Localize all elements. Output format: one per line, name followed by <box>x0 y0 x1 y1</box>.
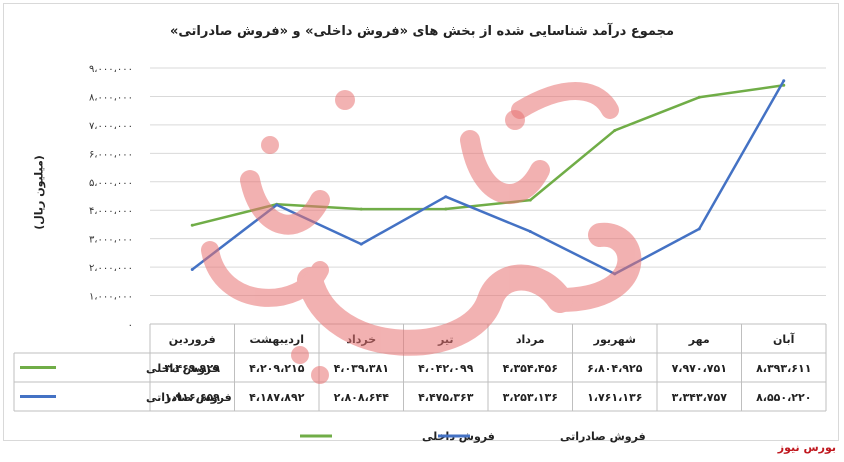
table-series-name: فروش داخلی <box>146 362 219 375</box>
table-series-name: فروش صادراتی <box>146 391 232 404</box>
data-point <box>613 272 617 276</box>
legend-label: فروش صادراتی <box>560 430 646 443</box>
table-value-label: ۴،۲۰۹،۲۱۵ <box>249 362 305 375</box>
data-point <box>697 95 701 99</box>
table-value-label: ۷،۹۷۰،۷۵۱ <box>672 362 727 375</box>
x-category-label: آبان <box>773 332 795 346</box>
y-tick-label: ۵،۰۰۰،۰۰۰ <box>89 178 133 189</box>
data-point <box>444 195 448 199</box>
y-tick-label: ۴،۰۰۰،۰۰۰ <box>89 206 133 217</box>
table-value-label: ۸،۵۵۰،۲۲۰ <box>756 391 811 404</box>
table-value-label: ۴،۴۷۵،۳۶۳ <box>418 391 474 404</box>
y-tick-label: ۹،۰۰۰،۰۰۰ <box>89 64 133 75</box>
data-point <box>190 223 194 227</box>
x-category-label: اردیبهشت <box>250 333 304 346</box>
series-line <box>191 80 785 276</box>
data-point <box>782 79 786 83</box>
x-category-label: مرداد <box>516 333 545 346</box>
table-value-label: ۴،۰۴۲،۰۹۹ <box>418 362 474 375</box>
table-value-label: ۶،۸۰۴،۹۲۵ <box>587 362 643 375</box>
y-tick-label: ۶،۰۰۰،۰۰۰ <box>89 149 133 160</box>
table-value-label: ۴،۱۸۷،۸۹۲ <box>249 391 305 404</box>
x-category-label: فروردین <box>169 333 216 346</box>
data-point <box>528 229 532 233</box>
data-point <box>359 207 363 211</box>
chart-title: مجموع درآمد شناسایی شده از بخش های «فروش… <box>169 24 675 39</box>
y-tick-label: ۰ <box>128 320 133 331</box>
y-tick-label: ۸،۰۰۰،۰۰۰ <box>89 92 133 103</box>
brand-label: بورس نیوز <box>777 441 836 454</box>
y-tick-label: ۲،۰۰۰،۰۰۰ <box>89 263 133 274</box>
data-point <box>528 198 532 202</box>
y-tick-label: ۳،۰۰۰،۰۰۰ <box>89 235 133 246</box>
table-value-label: ۱،۷۶۱،۱۳۶ <box>587 391 642 404</box>
series-line <box>191 84 784 227</box>
x-category-label: تیر <box>437 333 453 346</box>
data-point <box>697 227 701 231</box>
table-value-label: ۳،۲۵۳،۱۳۶ <box>503 391 558 404</box>
x-category-label: شهریور <box>593 333 636 346</box>
table-value-label: ۸،۳۹۳،۶۱۱ <box>756 362 811 375</box>
table-value-label: ۳،۴۶۹،۹۲۹ <box>165 362 221 375</box>
data-point <box>190 267 194 271</box>
x-category-label: خرداد <box>346 333 376 346</box>
table-value-label: ۱،۹۱۶،۶۵۹ <box>165 391 221 404</box>
chart-frame <box>3 3 839 441</box>
data-point <box>359 242 363 246</box>
data-point <box>275 203 279 207</box>
table-value-label: ۴،۰۳۹،۳۸۱ <box>334 362 389 375</box>
y-tick-label: ۱،۰۰۰،۰۰۰ <box>89 292 133 303</box>
table-value-label: ۲،۸۰۸،۶۴۴ <box>334 391 390 404</box>
data-point <box>444 207 448 211</box>
data-point <box>613 128 617 132</box>
x-category-label: مهر <box>688 333 710 346</box>
table-value-label: ۳،۳۴۳،۷۵۷ <box>672 391 728 404</box>
y-tick-label: ۷،۰۰۰،۰۰۰ <box>89 121 133 132</box>
table-value-label: ۴،۳۵۴،۴۵۶ <box>503 362 558 375</box>
